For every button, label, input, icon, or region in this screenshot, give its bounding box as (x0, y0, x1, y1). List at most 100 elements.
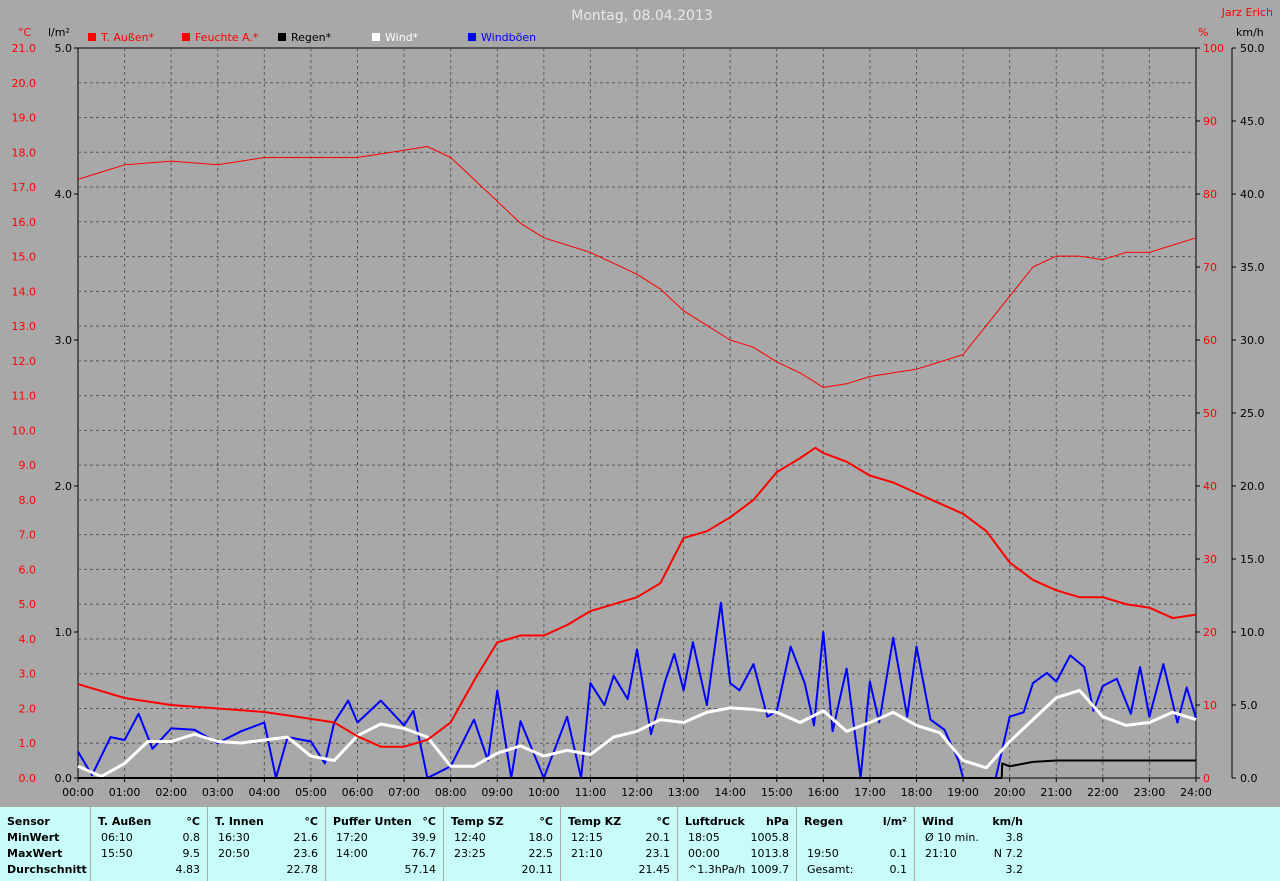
temp-tick-label: 12.0 (12, 355, 37, 368)
humidity-tick-label: 0 (1203, 772, 1210, 785)
stats-time: Ø 10 min. (925, 831, 979, 844)
stats-value: 9.5 (182, 847, 201, 860)
humidity-tick-label: 20 (1203, 626, 1217, 639)
wind-tick-label: 20.0 (1240, 480, 1265, 493)
legend-label: Feuchte A.* (195, 31, 259, 44)
legend-swatch (88, 33, 96, 41)
time-tick-label: 24:00 (1180, 786, 1212, 799)
stats-header: Puffer Unten (333, 815, 412, 828)
stats-header: Luftdruck (685, 815, 745, 828)
stats-value: 23.6 (293, 847, 319, 860)
rain-tick-label: 0.0 (55, 772, 73, 785)
stats-value: 0.1 (889, 863, 908, 876)
temp-tick-label: 16.0 (12, 216, 37, 229)
stats-time: Gesamt: (807, 863, 854, 876)
stats-time: 16:30 (218, 831, 250, 844)
statistics-panel: Sensor MinWert MaxWert Durchschnitt T. Außen… (0, 807, 1280, 881)
stats-value: 57.14 (404, 863, 437, 876)
stats-time: 21:10 (925, 847, 957, 860)
temp-tick-label: 14.0 (12, 285, 37, 298)
time-tick-label: 17:00 (854, 786, 886, 799)
stats-unit: hPa (765, 815, 789, 828)
temp-tick-label: 17.0 (12, 181, 37, 194)
time-tick-label: 22:00 (1087, 786, 1119, 799)
stats-header: Regen (804, 815, 844, 828)
weather-chart: Montag, 08.04.2013 Jarz Erich °C l/m² % … (12, 6, 1274, 799)
humidity-tick-label: 90 (1203, 115, 1217, 128)
wind-tick-label: 35.0 (1240, 261, 1265, 274)
temp-tick-label: 18.0 (12, 146, 37, 159)
rain-tick-label: 4.0 (55, 188, 73, 201)
rain-tick-label: 1.0 (55, 626, 73, 639)
time-tick-label: 00:00 (62, 786, 94, 799)
stats-time: 15:50 (101, 847, 133, 860)
stats-time: 19:50 (807, 847, 839, 860)
stats-header: T. Innen (215, 815, 264, 828)
temp-tick-label: 0.0 (19, 772, 37, 785)
humidity-tick-label: 30 (1203, 553, 1217, 566)
stats-value: 0.8 (182, 831, 201, 844)
temp-tick-label: 9.0 (19, 459, 37, 472)
time-tick-label: 21:00 (1040, 786, 1072, 799)
stats-header: Temp KZ (568, 815, 622, 828)
time-tick-label: 10:00 (528, 786, 560, 799)
humidity-tick-label: 80 (1203, 188, 1217, 201)
wind-tick-label: 25.0 (1240, 407, 1265, 420)
stats-time: 18:05 (688, 831, 720, 844)
stats-column: Temp SZ °C 12:40 18.0 23:25 22.5 20.11 (443, 807, 561, 881)
stats-unit: °C (656, 815, 670, 828)
temp-tick-label: 6.0 (19, 563, 37, 576)
grid-lines (78, 48, 1196, 778)
stats-time: 06:10 (101, 831, 133, 844)
wind-tick-label: 50.0 (1240, 42, 1265, 55)
time-tick-label: 14:00 (714, 786, 746, 799)
time-tick-label: 06:00 (342, 786, 374, 799)
time-tick-label: 15:00 (761, 786, 793, 799)
temp-tick-label: 11.0 (12, 390, 37, 403)
humidity-unit-label: % (1198, 26, 1208, 39)
legend-label: Wind* (385, 31, 419, 44)
rain-unit-label: l/m² (48, 26, 70, 39)
time-tick-label: 02:00 (155, 786, 187, 799)
wind-tick-label: 40.0 (1240, 188, 1265, 201)
time-tick-label: 11:00 (575, 786, 607, 799)
humidity-tick-label: 60 (1203, 334, 1217, 347)
stats-row-label: Durchschnitt (7, 863, 87, 876)
series-line-regen (78, 759, 1196, 779)
stats-value: 1013.8 (750, 847, 790, 860)
temp-tick-label: 19.0 (12, 112, 37, 125)
legend-label: Windböen (481, 31, 536, 44)
time-tick-label: 03:00 (202, 786, 234, 799)
stats-value: 21.45 (638, 863, 671, 876)
author-label: Jarz Erich (1221, 6, 1273, 19)
time-tick-label: 12:00 (621, 786, 653, 799)
humidity-tick-label: 10 (1203, 699, 1217, 712)
humidity-tick-label: 100 (1203, 42, 1224, 55)
time-tick-label: 19:00 (947, 786, 979, 799)
temp-tick-label: 15.0 (12, 251, 37, 264)
stats-unit: °C (186, 815, 200, 828)
stats-value: 20.11 (521, 863, 554, 876)
wind-tick-label: 15.0 (1240, 553, 1265, 566)
wind-tick-label: 5.0 (1240, 699, 1258, 712)
stats-column: Temp KZ °C 12:15 20.1 21:10 23.1 21.45 (560, 807, 678, 881)
stats-time: 23:25 (454, 847, 486, 860)
time-tick-label: 01:00 (109, 786, 141, 799)
stats-value: 3.2 (1005, 863, 1024, 876)
temp-tick-label: 7.0 (19, 529, 37, 542)
temp-tick-label: 2.0 (19, 702, 37, 715)
stats-unit: km/h (992, 815, 1023, 828)
stats-unit: °C (422, 815, 436, 828)
time-tick-label: 20:00 (994, 786, 1026, 799)
time-tick-label: 05:00 (295, 786, 327, 799)
series-line-tauen (77, 446, 1197, 748)
stats-time: ^1.3hPa/h (688, 863, 746, 876)
temp-tick-label: 13.0 (12, 320, 37, 333)
series-line-windben (77, 601, 1197, 779)
temp-tick-label: 20.0 (12, 77, 37, 90)
humidity-tick-label: 50 (1203, 407, 1217, 420)
temp-tick-label: 21.0 (12, 42, 37, 55)
axis-ticks: 21.0 20.0 19.0 18.0 17.0 16.0 15.0 14.0 13.0 12.0… (12, 42, 1265, 799)
rain-tick-label: 2.0 (55, 480, 73, 493)
stats-column: Puffer Unten °C 17:20 39.9 14:00 76.7 57.14 (325, 807, 444, 881)
